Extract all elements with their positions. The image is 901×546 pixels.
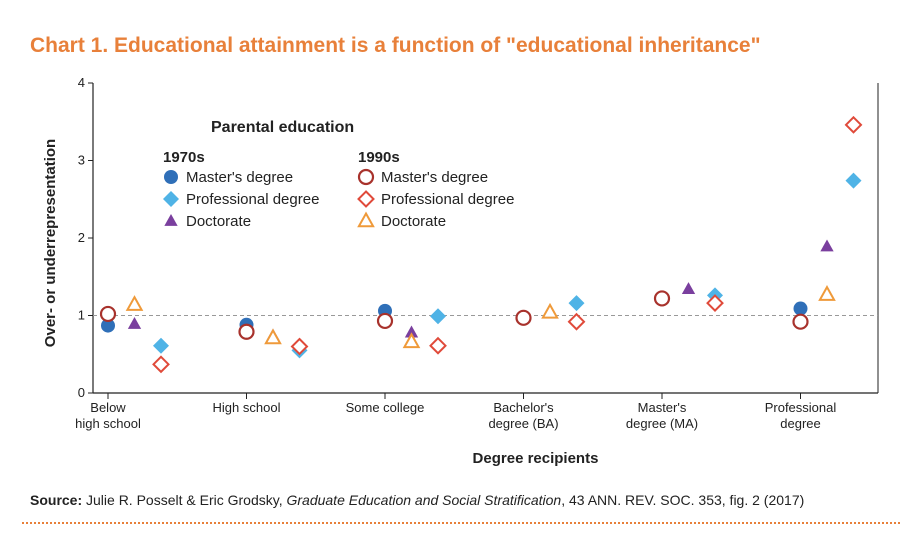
point-1970s-professional-degree: [153, 337, 169, 354]
legend-title: Parental education: [211, 119, 354, 136]
x-tick-label: Below: [90, 400, 126, 415]
source-work: Graduate Education and Social Stratifica…: [286, 492, 562, 508]
bottom-divider: [22, 522, 900, 524]
legend-marker: [164, 214, 178, 226]
legend-marker: [163, 191, 179, 207]
point-1990s-master-s-degree: [376, 312, 394, 330]
point-1990s-doctorate: [264, 328, 282, 345]
scatter-chart: 0 1 2 3 4 Over- or underrepresentation Belowhi…: [42, 75, 879, 467]
legend-marker: [164, 170, 178, 184]
source-authors: Julie R. Posselt & Eric Grodsky,: [82, 492, 287, 508]
point-1990s-master-s-degree: [515, 309, 532, 326]
x-tick-label: High school: [213, 400, 281, 415]
x-tick-label: Bachelor's: [493, 400, 554, 415]
point-1970s-doctorate: [127, 317, 142, 329]
legend-entry: Master's degree: [186, 169, 293, 186]
point-1990s-professional-degree: [429, 336, 447, 355]
x-tick-label: degree (BA): [488, 416, 558, 431]
point-1990s-professional-degree: [567, 312, 586, 331]
point-1970s-doctorate: [404, 325, 419, 338]
legend-marker: [357, 211, 375, 228]
x-tick-label: Professional: [765, 400, 837, 415]
x-tick-label: degree (MA): [626, 416, 698, 431]
point-1990s-professional-degree: [844, 115, 863, 134]
x-tick-label: Master's: [638, 400, 687, 415]
point-1990s-professional-degree: [706, 294, 724, 313]
y-tick-label: 3: [78, 153, 85, 168]
y-tick-label: 0: [78, 385, 85, 400]
point-1990s-master-s-degree: [99, 305, 117, 323]
source-citation: , 43 ANN. REV. SOC. 353, fig. 2 (2017): [561, 492, 805, 508]
point-1990s-doctorate: [541, 302, 559, 319]
x-tick-label: high school: [75, 416, 141, 431]
chart-legend: Parental education 1970s 1990s Master's deg…: [163, 119, 514, 230]
point-1970s-master-s-degree: [793, 301, 808, 316]
point-1990s-doctorate: [818, 285, 836, 301]
point-1990s-doctorate: [402, 332, 421, 349]
x-tick-label: degree: [780, 416, 820, 431]
point-1990s-professional-degree: [152, 355, 170, 374]
legend-entry: Master's degree: [381, 169, 488, 186]
point-1970s-professional-degree: [845, 172, 862, 189]
point-1990s-master-s-degree: [792, 313, 809, 330]
point-1970s-doctorate: [681, 282, 696, 295]
point-1970s-professional-degree: [568, 295, 585, 312]
legend-entry: Professional degree: [186, 191, 319, 208]
source-label: Source:: [30, 492, 83, 508]
point-1990s-professional-degree: [290, 337, 309, 356]
chart-marks: [99, 115, 863, 374]
legend-entry: Professional degree: [381, 191, 514, 208]
y-tick-label: 2: [78, 230, 85, 245]
legend-marker: [357, 168, 375, 186]
chart-axes: 0 1 2 3 4 Over- or underrepresentation Belowhi…: [42, 75, 879, 467]
point-1990s-doctorate: [125, 295, 144, 311]
point-1990s-master-s-degree: [653, 290, 671, 307]
source-note: Source: Julie R. Posselt & Eric Grodsky,…: [30, 492, 804, 508]
legend-group-1970s: 1970s: [163, 149, 205, 166]
point-1990s-master-s-degree: [238, 323, 255, 340]
y-tick-label: 4: [78, 75, 85, 90]
legend-marker: [357, 190, 375, 208]
legend-entry: Doctorate: [381, 213, 446, 230]
chart-title: Chart 1. Educational attainment is a fun…: [30, 34, 761, 57]
point-1970s-master-s-degree: [101, 318, 115, 333]
point-1970s-professional-degree: [430, 308, 446, 325]
legend-entry: Doctorate: [186, 213, 251, 230]
y-tick-label: 1: [78, 308, 85, 323]
y-axis-label: Over- or underrepresentation: [42, 139, 59, 347]
legend-group-1990s: 1990s: [358, 149, 400, 166]
x-tick-label: Some college: [346, 400, 425, 415]
x-axis-label: Degree recipients: [473, 450, 599, 467]
point-1970s-doctorate: [820, 239, 834, 252]
